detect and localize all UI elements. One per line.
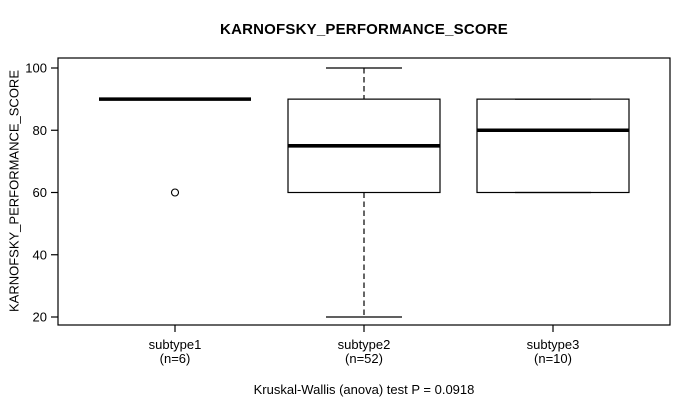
x-category-sublabel: (n=52) (345, 351, 383, 366)
x-category-sublabel: (n=6) (160, 351, 191, 366)
y-tick-label: 60 (33, 185, 47, 200)
y-tick-label: 40 (33, 247, 47, 262)
y-tick-label: 20 (33, 310, 47, 325)
x-category-label: subtype3 (527, 337, 580, 352)
outlier-point (170, 188, 180, 197)
x-category-label: subtype1 (149, 337, 202, 352)
x-category-label: subtype2 (338, 337, 391, 352)
stat-test-caption: Kruskal-Wallis (anova) test P = 0.0918 (253, 382, 475, 397)
y-tick-label: 100 (25, 61, 47, 76)
chart-title: KARNOFSKY_PERFORMANCE_SCORE (220, 21, 508, 38)
x-category-sublabel: (n=10) (534, 351, 572, 366)
y-tick-label: 80 (33, 123, 47, 138)
iqr-box (476, 98, 630, 194)
